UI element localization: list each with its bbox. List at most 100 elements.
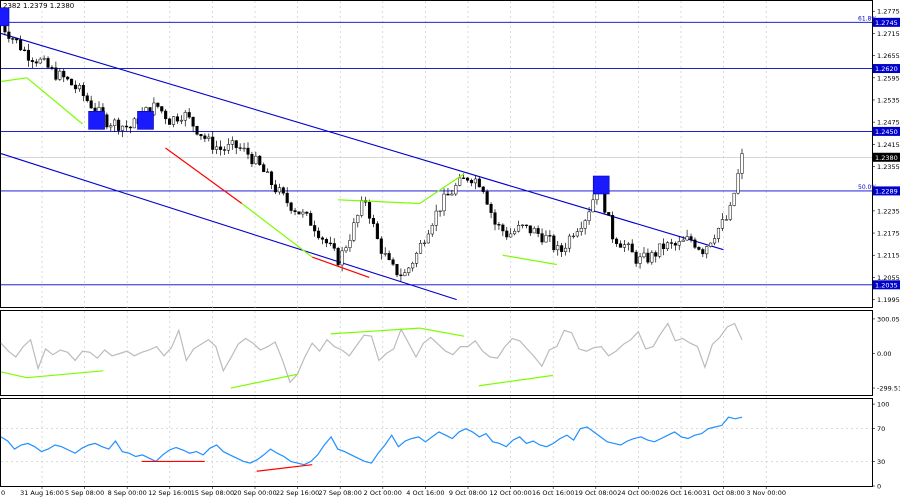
vertical-gridlines xyxy=(41,1,767,486)
time-axis-label: 9 Oct 08:00 xyxy=(449,489,487,497)
level-price-label: 1.2289 xyxy=(875,187,898,195)
candle-body xyxy=(293,210,297,212)
candle-body xyxy=(497,224,501,226)
candle-body xyxy=(685,236,689,241)
candle-body xyxy=(124,125,129,128)
candle-body xyxy=(77,85,81,90)
level-price-tag xyxy=(873,17,900,27)
candle-body xyxy=(81,85,85,96)
candle-body xyxy=(164,110,168,120)
time-axis-label: 15 Sep 08:00 xyxy=(191,489,234,497)
candle-body xyxy=(630,243,634,253)
candle-body xyxy=(665,242,670,250)
candle-body xyxy=(407,267,411,273)
time-axis-label: 19 Oct 08:00 xyxy=(575,489,617,497)
candle-body xyxy=(215,146,219,150)
candle-body xyxy=(379,238,383,254)
candle-body xyxy=(489,204,493,213)
candle-body xyxy=(415,252,419,264)
signal-box xyxy=(137,111,154,130)
fib-level-label: 50.0% xyxy=(858,184,877,191)
time-axis-label: 20 Sep 00:00 xyxy=(233,489,276,497)
cci-divergence-line xyxy=(26,370,104,379)
candle-body xyxy=(560,245,564,252)
candle-body xyxy=(262,164,266,173)
candle-body xyxy=(26,49,30,61)
candle-body xyxy=(524,224,528,227)
candle-body xyxy=(454,185,458,195)
price-scale-label: 1.2715 xyxy=(877,30,900,38)
candle-body xyxy=(697,247,701,250)
channel-line xyxy=(0,153,457,301)
candle-body xyxy=(305,211,309,214)
level-price-tag xyxy=(873,64,900,74)
candle-body xyxy=(716,228,721,239)
cci-divergence-line xyxy=(478,374,554,387)
candle-body xyxy=(505,230,509,238)
candle-body xyxy=(269,171,274,186)
price-scale-label: 1.2055 xyxy=(877,274,900,282)
candle-body xyxy=(701,249,705,255)
candle-body xyxy=(34,61,38,64)
candle-body xyxy=(736,173,740,194)
time-axis: 0 31 Aug 16:00 5 Sep 08:00 8 Sep 00:00 12 Se… xyxy=(1,486,786,497)
candle-body xyxy=(403,272,407,277)
price-panel-frame xyxy=(0,0,873,308)
candle-body xyxy=(395,264,399,276)
candle-body xyxy=(242,147,246,150)
divergence-line xyxy=(312,256,370,278)
candle-body xyxy=(62,70,66,78)
candle-body xyxy=(724,219,728,221)
signal-box xyxy=(88,111,105,130)
candle-body xyxy=(258,155,262,165)
candle-body xyxy=(422,242,426,245)
candle-body xyxy=(732,192,736,206)
candle-body xyxy=(360,200,364,216)
candle-body xyxy=(693,239,697,248)
level-price-label: 1.2745 xyxy=(875,19,898,27)
candle-body xyxy=(226,144,230,151)
candle-body xyxy=(266,171,270,173)
candle-body xyxy=(273,184,277,193)
divergence-line xyxy=(502,254,557,266)
candle-body xyxy=(211,136,215,150)
channel-line xyxy=(0,32,724,251)
candle-body xyxy=(638,256,642,264)
candle-body xyxy=(171,116,176,125)
candle-body xyxy=(352,222,356,241)
rsi-scale-label: 100 xyxy=(877,401,889,409)
candle-body xyxy=(120,125,125,131)
time-axis-label: 24 Oct 00:00 xyxy=(617,489,659,497)
fib-level-label: 61.8% xyxy=(858,15,877,22)
time-axis-label: 16 Oct 16:00 xyxy=(532,489,574,497)
candle-body xyxy=(105,114,109,128)
candle-body xyxy=(332,243,336,249)
price-scale-label: 1.2415 xyxy=(877,141,900,149)
candle-body xyxy=(328,242,332,245)
candle-body xyxy=(340,250,344,266)
candle-body xyxy=(646,252,650,263)
candle-body xyxy=(175,116,179,122)
candle-body xyxy=(179,119,183,122)
candle-body xyxy=(622,244,626,248)
candle-body xyxy=(611,215,615,240)
candle-body xyxy=(740,153,744,174)
level-price-label: 1.2620 xyxy=(875,65,898,73)
cci-scale-label: 300.0573 xyxy=(877,315,900,323)
candle-body xyxy=(528,225,532,234)
price-scale-label: 1.2115 xyxy=(877,252,900,260)
candle-body xyxy=(222,149,227,151)
price-scale-label: 1.2595 xyxy=(877,74,900,82)
price-scale-label: 1.2355 xyxy=(877,163,900,171)
candle-body xyxy=(289,202,293,211)
candle-body xyxy=(728,205,732,220)
candle-body xyxy=(579,227,583,232)
candle-body xyxy=(709,242,713,247)
candle-body xyxy=(513,230,517,235)
cci-divergence-line xyxy=(0,371,28,379)
candle-body xyxy=(681,239,685,242)
candle-body xyxy=(313,225,317,232)
candle-body xyxy=(301,211,305,215)
rsi-scale-label: 70 xyxy=(877,425,885,433)
candle-body xyxy=(132,118,136,129)
